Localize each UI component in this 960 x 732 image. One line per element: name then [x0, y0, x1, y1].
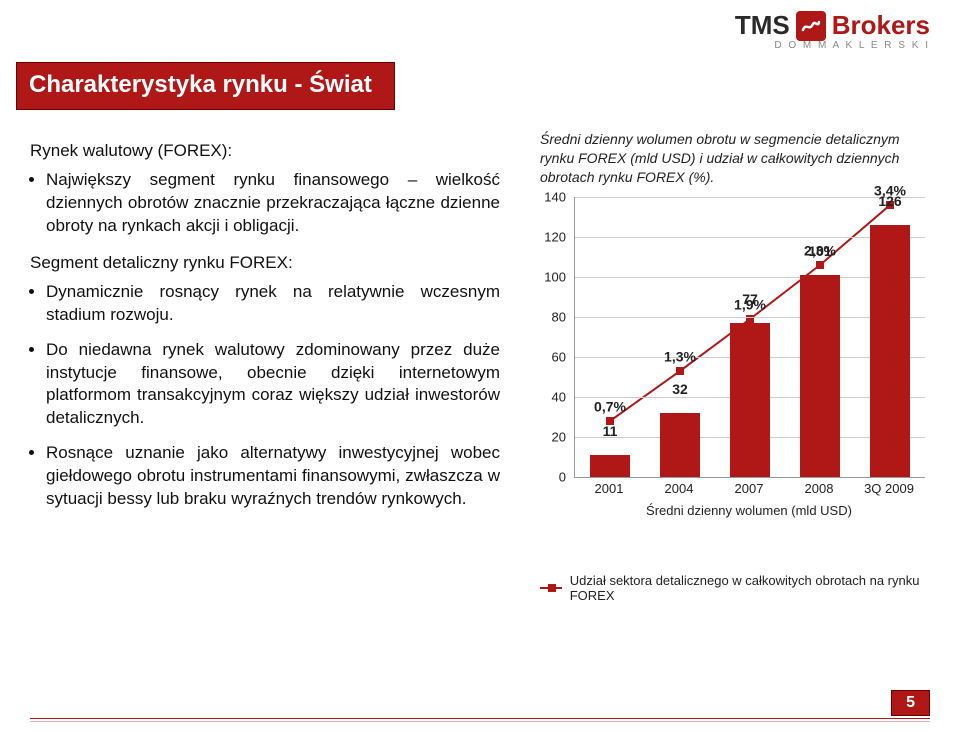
x-axis-legend: Średni dzienny wolumen (mld USD)	[574, 503, 924, 518]
plot-area: 110,7%321,3%771,9%1012,3%1263,4%	[574, 197, 925, 478]
page-number: 5	[891, 690, 930, 716]
pct-label: 3,4%	[874, 182, 906, 198]
bar	[660, 413, 700, 477]
legend-marker-icon	[540, 583, 562, 593]
text-content: Rynek walutowy (FOREX): Największy segme…	[30, 140, 500, 525]
logo-badge-icon	[796, 11, 826, 41]
y-tick: 20	[552, 429, 566, 444]
logo-brokers: Brokers	[832, 10, 930, 41]
y-tick: 140	[544, 189, 566, 204]
y-axis: 020406080100120140	[540, 197, 570, 477]
bullet-item: Rosnące uznanie jako alternatywy inwesty…	[46, 442, 500, 511]
y-tick: 60	[552, 349, 566, 364]
y-tick: 120	[544, 229, 566, 244]
sub-heading: Segment detaliczny rynku FOREX:	[30, 252, 500, 275]
x-label: 2001	[579, 481, 639, 496]
bar-label: 32	[660, 381, 700, 397]
y-tick: 0	[559, 469, 566, 484]
bar-label: 11	[590, 423, 630, 439]
pct-label: 2,3%	[804, 242, 836, 258]
bar	[590, 455, 630, 477]
logo: TMS Brokers	[735, 10, 930, 41]
pct-label: 0,7%	[594, 398, 626, 414]
bullet-item: Dynamicznie rosnący rynek na relatywnie …	[46, 281, 500, 327]
line-legend: Udział sektora detalicznego w całkowityc…	[540, 573, 930, 603]
chart-caption: Średni dzienny wolumen obrotu w segmenci…	[540, 130, 930, 187]
pct-label: 1,9%	[734, 296, 766, 312]
bullet-item: Do niedawna rynek walutowy zdominowany p…	[46, 339, 500, 431]
x-label: 2004	[649, 481, 709, 496]
line-legend-text: Udział sektora detalicznego w całkowityc…	[570, 573, 930, 603]
bar	[870, 225, 910, 477]
footer-divider	[30, 718, 930, 722]
x-label: 2008	[789, 481, 849, 496]
x-label: 3Q 2009	[859, 481, 919, 496]
bar	[800, 275, 840, 477]
page-title: Charakterystyka rynku - Świat	[16, 62, 395, 110]
y-tick: 40	[552, 389, 566, 404]
y-tick: 80	[552, 309, 566, 324]
bullet-item: Największy segment rynku finansowego – w…	[46, 169, 500, 238]
pct-label: 1,3%	[664, 348, 696, 364]
lead-text: Rynek walutowy (FOREX):	[30, 140, 500, 163]
y-tick: 100	[544, 269, 566, 284]
combo-chart: 020406080100120140 110,7%321,3%771,9%101…	[540, 197, 930, 527]
bar	[730, 323, 770, 477]
logo-tms: TMS	[735, 10, 790, 41]
x-label: 2007	[719, 481, 779, 496]
logo-subtitle: D O M M A K L E R S K I	[774, 40, 930, 51]
bullet-list-2: Dynamicznie rosnący rynek na relatywnie …	[30, 281, 500, 511]
bullet-list-1: Największy segment rynku finansowego – w…	[30, 169, 500, 238]
chart-column: Średni dzienny wolumen obrotu w segmenci…	[540, 130, 930, 603]
